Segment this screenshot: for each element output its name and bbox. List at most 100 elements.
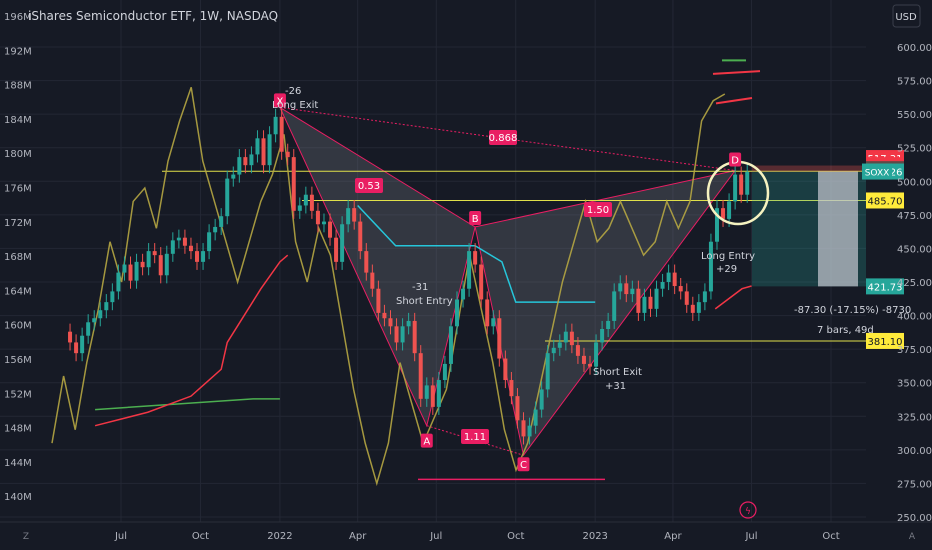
- candle-body: [739, 174, 744, 195]
- candle-body: [448, 326, 453, 364]
- y-tick-left: 188M: [4, 81, 32, 92]
- candle-body: [340, 224, 345, 262]
- candle-body: [104, 302, 109, 311]
- candle-body: [261, 138, 266, 166]
- candle-body: [442, 363, 447, 381]
- y-tick-left: 184M: [4, 115, 32, 126]
- y-tick-left: 180M: [4, 149, 32, 160]
- candle-body: [485, 299, 490, 327]
- point-label-box: [729, 152, 742, 167]
- symbol-tag-box: [862, 163, 892, 180]
- y-tick-right: 550.00: [897, 110, 932, 121]
- candle-body: [370, 272, 375, 289]
- x-tick: Jul: [429, 531, 442, 542]
- candle-body: [152, 251, 157, 256]
- x-tick: Jul: [744, 531, 757, 542]
- candle-body: [346, 208, 351, 225]
- timezone-icon: Z: [23, 532, 29, 542]
- candle-body: [533, 409, 538, 426]
- candle-body: [158, 255, 163, 276]
- chart-title: iShares Semiconductor ETF, 1W, NASDAQ: [28, 9, 278, 23]
- candle-body: [297, 205, 302, 211]
- trade-label-value: -31: [412, 282, 428, 293]
- price-label: 421.73: [868, 282, 903, 293]
- candle-body: [497, 318, 502, 359]
- y-tick-left: 152M: [4, 389, 32, 400]
- candle-body: [714, 208, 719, 242]
- candle-body: [436, 380, 441, 407]
- lightning-icon: ϟ: [745, 507, 751, 517]
- candle-body: [110, 291, 115, 303]
- trail-green: [95, 398, 280, 411]
- candle-body: [600, 329, 605, 343]
- trade-label-text: Long Entry: [701, 251, 755, 262]
- candle-body: [376, 288, 381, 313]
- candle-body: [630, 288, 635, 295]
- price-label: 485.70: [868, 196, 903, 207]
- candle-body: [279, 116, 284, 152]
- candle-body: [315, 210, 320, 225]
- candle-body: [527, 425, 532, 437]
- candle-body: [249, 154, 254, 166]
- candle-body: [575, 345, 580, 356]
- candle-body: [551, 347, 556, 354]
- y-tick-left: 196M: [4, 12, 32, 23]
- candle-body: [491, 318, 496, 327]
- red-line-top: [712, 70, 761, 75]
- candle-body: [618, 283, 623, 292]
- candle-body: [243, 157, 248, 166]
- y-tick-right: 400.00: [897, 312, 932, 323]
- candle-body: [660, 282, 665, 289]
- candle-body: [461, 288, 466, 300]
- candle-body: [86, 322, 91, 336]
- candle-body: [267, 134, 272, 166]
- candle-body: [219, 216, 224, 227]
- y-tick-left: 192M: [4, 46, 32, 57]
- candle-body: [213, 226, 218, 233]
- trade-label-text: Long Exit: [272, 100, 318, 111]
- candle-body: [545, 353, 550, 390]
- y-tick-left: 156M: [4, 355, 32, 366]
- candle-body: [334, 237, 339, 262]
- ratio-box: [461, 429, 489, 444]
- candle-body: [454, 299, 459, 327]
- symbol-tag: SOXX: [865, 169, 890, 179]
- candle-body: [733, 174, 738, 202]
- candle-body: [134, 261, 139, 281]
- ratio-box: [489, 130, 517, 145]
- y-tick-right: 425.00: [897, 278, 932, 289]
- ratio-box: [584, 202, 612, 217]
- volume-line: [51, 87, 726, 487]
- candle-body: [364, 251, 369, 273]
- candle-body: [273, 116, 278, 135]
- x-tick: 2023: [582, 531, 607, 542]
- candle-body: [207, 232, 212, 252]
- candle-body: [690, 304, 695, 313]
- candle-body: [509, 380, 514, 397]
- candle-body: [696, 302, 701, 313]
- candle-body: [255, 138, 260, 155]
- candle-body: [473, 251, 478, 265]
- y-tick-right: 450.00: [897, 244, 932, 255]
- y-tick-left: 176M: [4, 184, 32, 195]
- candle-body: [195, 251, 200, 262]
- candle-body: [116, 272, 121, 292]
- candle-body: [358, 221, 363, 252]
- y-tick-right: 300.00: [897, 446, 932, 457]
- candle-body: [388, 318, 393, 327]
- candle-body: [406, 320, 411, 327]
- ratio-box: [355, 178, 383, 193]
- x-tick: Oct: [507, 531, 524, 542]
- ratio-label: 1.50: [587, 205, 609, 216]
- events-icon: [739, 501, 757, 519]
- currency-button[interactable]: [892, 4, 921, 28]
- candle-body: [352, 208, 357, 222]
- x-tick: Apr: [349, 531, 367, 542]
- y-tick-right: 350.00: [897, 379, 932, 390]
- candle-body: [176, 237, 181, 241]
- y-tick-left: 172M: [4, 218, 32, 229]
- y-tick-right: 325.00: [897, 412, 932, 423]
- candle-body: [678, 286, 683, 292]
- candle-body: [309, 194, 314, 211]
- candle-body: [285, 151, 290, 158]
